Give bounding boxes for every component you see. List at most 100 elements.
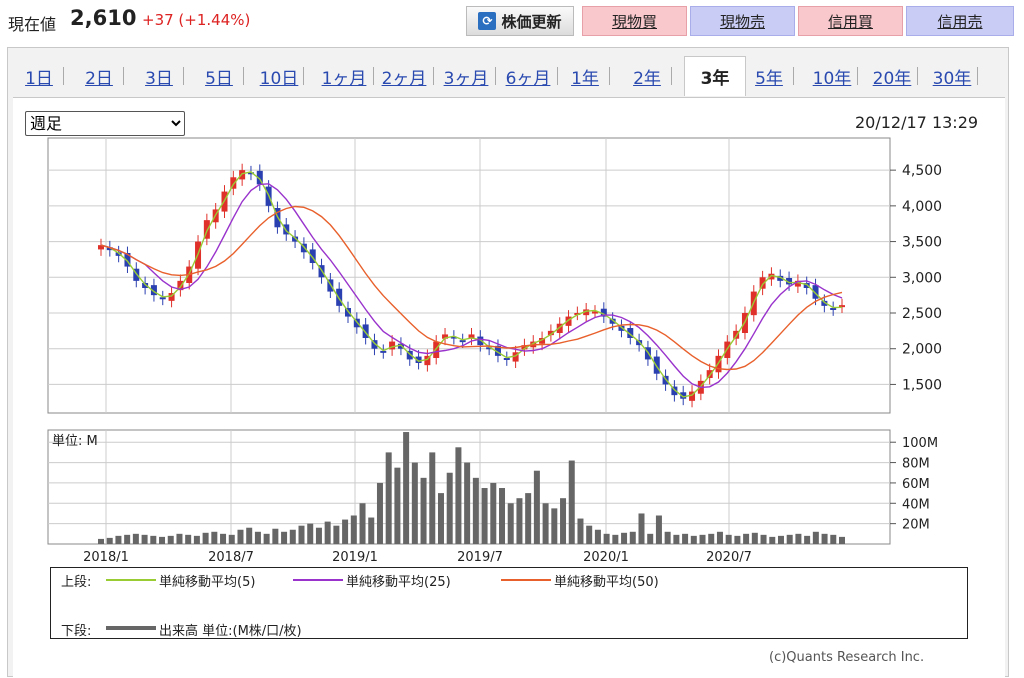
tab-12[interactable]: 3年	[684, 56, 746, 96]
price-tick-label: 2,500	[902, 306, 942, 322]
volume-bar	[464, 462, 471, 544]
volume-bar	[141, 534, 148, 544]
volume-bar	[542, 503, 549, 544]
candle-body	[256, 170, 263, 185]
volume-tick-label: 20M	[902, 518, 930, 533]
moving-average-line	[100, 205, 843, 371]
volume-bar	[272, 528, 279, 544]
volume-bar	[429, 452, 436, 544]
volume-bar	[342, 519, 349, 544]
candle-body	[794, 280, 801, 287]
tab-16[interactable]: 30年	[926, 58, 978, 94]
candle-body	[706, 370, 713, 378]
tab-11[interactable]: 2年	[622, 58, 672, 94]
sell-margin-button[interactable]: 信用売	[906, 6, 1014, 36]
candle-body	[239, 170, 246, 180]
candle-body	[733, 330, 740, 339]
candle-body	[503, 358, 510, 360]
candle-body	[583, 309, 590, 316]
candle-body	[512, 352, 519, 362]
volume-bar	[298, 525, 305, 544]
price-tick-label: 1,500	[902, 377, 942, 393]
candle-body	[142, 283, 149, 288]
candle-body	[547, 330, 554, 336]
volume-bar	[420, 477, 427, 544]
volume-tick-label: 40M	[902, 497, 930, 512]
tab-3[interactable]: 3日	[134, 58, 184, 94]
volume-bar	[167, 535, 174, 544]
candle-body	[777, 275, 784, 281]
tab-8[interactable]: 3ヶ月	[436, 58, 496, 94]
candle-body	[124, 253, 131, 267]
candle-body	[609, 318, 616, 324]
volume-bar	[359, 503, 366, 544]
volume-bar	[568, 460, 575, 544]
volume-bar	[333, 525, 340, 544]
candle-body	[309, 249, 316, 263]
candle-body	[494, 345, 501, 356]
refresh-price-button[interactable]: ⟳ 株価更新	[466, 6, 574, 36]
tab-7[interactable]: 2ヶ月	[374, 58, 434, 94]
tab-5[interactable]: 10日	[254, 58, 304, 94]
sell-cash-button[interactable]: 現物売	[690, 6, 795, 36]
volume-bar	[368, 517, 375, 544]
volume-bar	[150, 535, 157, 544]
volume-bar	[743, 533, 750, 544]
tab-2[interactable]: 2日	[74, 58, 124, 94]
volume-bar	[324, 521, 331, 544]
legend-upper-label: 上段:	[61, 575, 92, 590]
x-tick-label: 2018/7	[208, 550, 254, 565]
volume-bar	[307, 523, 314, 544]
legend-ma50-label: 単純移動平均(50)	[554, 575, 659, 590]
tab-9[interactable]: 6ヶ月	[498, 58, 558, 94]
volume-bar	[612, 534, 619, 544]
moving-average-line	[100, 171, 843, 398]
volume-bar	[403, 432, 410, 544]
candle-body	[203, 220, 210, 239]
volume-bar	[751, 532, 758, 544]
volume-tick-label: 80M	[902, 457, 930, 472]
tab-6[interactable]: 1ヶ月	[314, 58, 374, 94]
volume-bar	[394, 467, 401, 544]
legend-ma50-swatch	[501, 579, 551, 581]
tab-1[interactable]: 1日	[14, 58, 64, 94]
volume-bar	[638, 513, 645, 544]
candle-body	[283, 224, 290, 235]
price-tick-label: 2,000	[902, 342, 942, 358]
volume-bar	[159, 536, 166, 544]
volume-bar	[682, 533, 689, 544]
volume-bar	[263, 533, 270, 544]
buy-cash-button[interactable]: 現物買	[582, 6, 687, 36]
buy-margin-button[interactable]: 信用買	[798, 6, 903, 36]
volume-bar	[795, 533, 802, 544]
volume-bar	[655, 515, 662, 544]
volume-tick-label: 100M	[902, 436, 938, 451]
candle-body	[380, 350, 387, 353]
candle-body	[627, 328, 634, 338]
volume-bar	[176, 533, 183, 544]
volume-bar	[228, 534, 235, 544]
volume-bar	[603, 533, 610, 544]
candle-body	[247, 172, 254, 175]
current-price-label: 現在値	[8, 15, 57, 34]
volume-bar	[124, 534, 131, 544]
tab-13[interactable]: 5年	[744, 58, 794, 94]
volume-bar	[507, 503, 514, 544]
candle-body	[539, 338, 546, 344]
volume-bar	[132, 533, 139, 544]
tab-14[interactable]: 10年	[806, 58, 858, 94]
volume-bar	[237, 529, 244, 544]
volume-bar	[490, 482, 497, 544]
refresh-icon: ⟳	[478, 12, 497, 30]
volume-bar	[376, 482, 383, 544]
x-tick-label: 2020/1	[583, 550, 629, 565]
interval-select[interactable]: 週足	[25, 111, 185, 136]
volume-bar	[673, 534, 680, 544]
tab-10[interactable]: 1年	[560, 58, 610, 94]
candle-body	[424, 355, 431, 366]
x-tick-label: 2019/7	[457, 550, 503, 565]
current-price-value: 2,610	[70, 6, 137, 30]
tab-4[interactable]: 5日	[194, 58, 244, 94]
candle-body	[106, 247, 113, 251]
tab-15[interactable]: 20年	[866, 58, 918, 94]
